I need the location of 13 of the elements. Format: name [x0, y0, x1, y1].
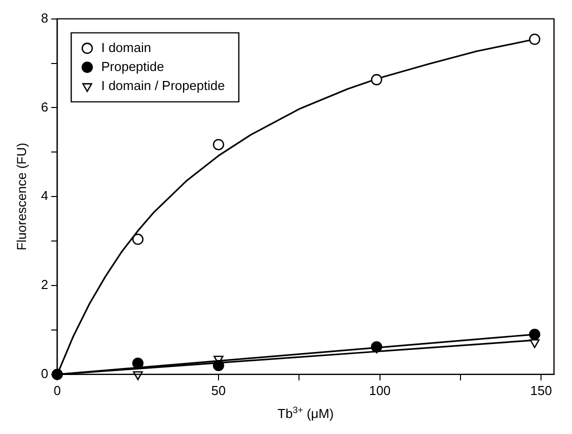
x-tick-label: 150	[530, 382, 552, 398]
y-tick-label: 2	[40, 277, 48, 292]
x-tick-label: 0	[54, 382, 61, 398]
legend-label: I domain	[101, 40, 152, 55]
y-tick-label: 8	[40, 10, 48, 26]
legend-label: Propeptide	[101, 58, 164, 74]
y-axis-title: Fluorescence (FU)	[14, 142, 29, 250]
legend-label: I domain / Propeptide	[101, 78, 225, 93]
y-tick-label: 4	[40, 188, 48, 204]
x-tick-label: 100	[368, 382, 391, 398]
x-tick-label: 50	[211, 382, 226, 398]
y-tick-label: 0	[40, 366, 48, 381]
y-tick-label: 6	[40, 99, 48, 114]
